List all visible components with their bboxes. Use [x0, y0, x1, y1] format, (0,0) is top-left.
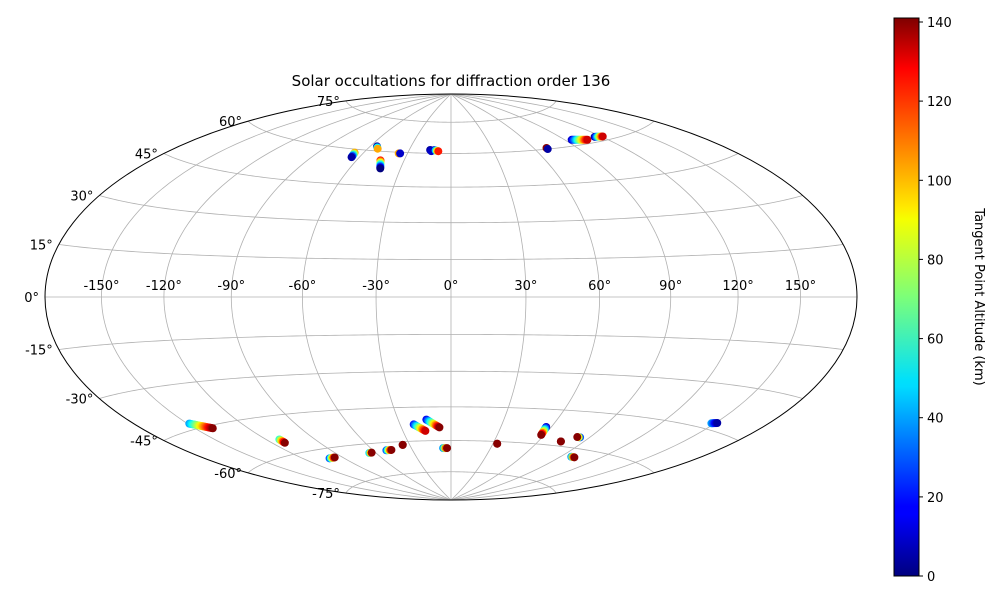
colorbar-tick-label: 40: [927, 412, 944, 427]
latitude-tick-label: 15°: [30, 239, 53, 254]
occultation-point-16: [537, 430, 546, 439]
parallel-3: [99, 370, 803, 399]
latitude-tick-labels: -75° -60° -45° -30° -15° 0° 15° 30° 45° 60° 75°: [24, 95, 340, 502]
colorbar-ticks: 0 20 40 60 80 100 120 140: [919, 16, 952, 585]
occultation-point-1: [280, 438, 289, 447]
colorbar-tick-label: 140: [927, 16, 952, 31]
longitude-tick-label: -150°: [83, 279, 119, 294]
latitude-tick-label: 60°: [219, 115, 242, 130]
latitude-tick-label: -60°: [214, 467, 242, 482]
occultation-point-7: [376, 164, 385, 173]
colorbar-tick-label: 0: [927, 570, 935, 585]
occultation-point-9: [398, 440, 407, 449]
occultation-point-13: [434, 147, 443, 156]
latitude-gridlines: [45, 100, 857, 494]
occultation-point-20: [583, 135, 592, 144]
occultation-point-3: [347, 153, 356, 162]
longitude-tick-label: 90°: [659, 279, 682, 294]
colorbar-gradient: [893, 17, 920, 577]
occultation-point-19: [573, 433, 582, 442]
occultation-point-6: [387, 445, 396, 454]
parallel-9: [247, 120, 655, 154]
parallel-7: [99, 195, 803, 224]
occultation-point-23: [713, 419, 722, 428]
colorbar-tick-label: 60: [927, 333, 944, 348]
longitude-tick-label: -120°: [146, 279, 182, 294]
colorbar-tick-label: 80: [927, 253, 944, 268]
latitude-tick-label: -30°: [66, 393, 94, 408]
chart-title: Solar occultations for diffraction order…: [292, 72, 611, 90]
latitude-tick-label: 0°: [24, 291, 39, 306]
occultation-point-8: [396, 149, 405, 158]
latitude-tick-label: 75°: [317, 95, 340, 110]
occultation-point-2: [330, 453, 339, 462]
colorbar: 0 20 40 60 80 100 120 140 Tangent Point Altitud…: [893, 16, 986, 585]
latitude-tick-label: 45°: [135, 148, 158, 163]
occultation-point-5: [373, 144, 382, 153]
occultation-point-15: [493, 439, 502, 448]
data-points: [185, 132, 722, 463]
longitude-tick-label: 0°: [444, 279, 459, 294]
parallel-4: [58, 334, 844, 350]
latitude-tick-label: 30°: [70, 190, 93, 205]
colorbar-label: Tangent Point Altitude (km): [971, 207, 986, 385]
occultation-point-17: [543, 145, 552, 154]
longitude-tick-labels: -150° -120° -90° -60° -30° 0° 30° 60° 90° 120° 150…: [83, 279, 816, 294]
parallel-2: [163, 406, 739, 441]
latitude-tick-label: -15°: [25, 344, 53, 359]
colorbar-tick-label: 20: [927, 491, 944, 506]
occultation-point-21: [570, 453, 579, 462]
longitude-tick-label: 30°: [514, 279, 537, 294]
parallel-0: [345, 471, 557, 494]
latitude-tick-label: -75°: [312, 487, 340, 502]
occultation-point-22: [598, 132, 607, 141]
occultation-point-18: [556, 437, 565, 446]
longitude-tick-label: -90°: [217, 279, 245, 294]
occultation-point-12: [435, 423, 444, 432]
colorbar-tick-label: 100: [927, 174, 952, 189]
parallel-6: [58, 244, 844, 260]
longitude-tick-label: 150°: [785, 279, 816, 294]
longitude-tick-label: 60°: [588, 279, 611, 294]
longitude-tick-label: -30°: [362, 279, 390, 294]
map-boundary: [44, 93, 858, 501]
occultation-point-0: [208, 424, 217, 433]
occultation-point-14: [443, 444, 452, 453]
colorbar-tick-label: 120: [927, 95, 952, 110]
occultation-point-10: [421, 426, 430, 435]
parallel-8: [163, 153, 739, 188]
longitude-tick-label: -60°: [289, 279, 317, 294]
occultation-point-4: [367, 448, 376, 457]
longitude-tick-label: 120°: [722, 279, 753, 294]
parallel-1: [247, 440, 655, 474]
map-area: -150° -120° -90° -60° -30° 0° 30° 60° 90° 120° 150…: [24, 93, 858, 502]
parallel-10: [345, 100, 557, 123]
latitude-tick-label: -45°: [130, 435, 158, 450]
